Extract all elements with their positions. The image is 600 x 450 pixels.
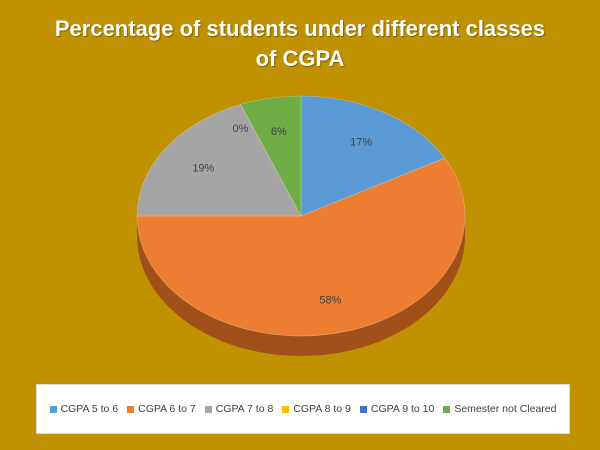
legend-swatch [282, 405, 290, 413]
legend-label: CGPA 5 to 6 [60, 403, 119, 415]
data-label-2: 58% [319, 295, 341, 307]
legend-label: CGPA 6 to 7 [138, 403, 196, 415]
legend-label: CGPA 8 to 9 [293, 403, 351, 415]
chart-title-line-1: Percentage of students under different c… [54, 16, 546, 41]
legend-item-2: CGPA 6 to 7 [127, 403, 196, 415]
pie-slice-2 [136, 157, 466, 337]
legend-label: CGPA 7 to 8 [215, 403, 274, 415]
legend-label: Semester not Cleared [454, 403, 557, 415]
pie-slice-1 [300, 95, 446, 217]
data-label-4: 0% [233, 123, 249, 135]
pie-slice-6 [240, 95, 302, 217]
legend-item-1: CGPA 5 to 6 [49, 403, 119, 415]
pie-slice-side-2 [137, 216, 465, 356]
chart-title: Percentage of students under different c… [0, 14, 600, 74]
data-label-1: 17% [350, 137, 372, 149]
chart-title-line-2: of CGPA [255, 46, 345, 71]
data-label-6: 6% [271, 126, 287, 138]
legend-item-4: CGPA 8 to 9 [282, 403, 351, 415]
data-label-3: 19% [192, 162, 214, 174]
legend-swatch [127, 405, 135, 413]
legend-label: CGPA 9 to 10 [370, 403, 435, 415]
legend-swatch [359, 405, 367, 413]
pie-slice-3 [136, 104, 302, 217]
legend-item-5: CGPA 9 to 10 [359, 403, 435, 415]
legend-item-6: Semester not Cleared [443, 403, 556, 415]
legend-swatch [204, 405, 212, 413]
chart-legend: CGPA 5 to 6 CGPA 6 to 7 CGPA 7 to 8 CGPA 8 … [36, 384, 570, 434]
legend-swatch [49, 405, 57, 413]
legend-swatch [443, 405, 451, 413]
legend-item-3: CGPA 7 to 8 [204, 403, 274, 415]
